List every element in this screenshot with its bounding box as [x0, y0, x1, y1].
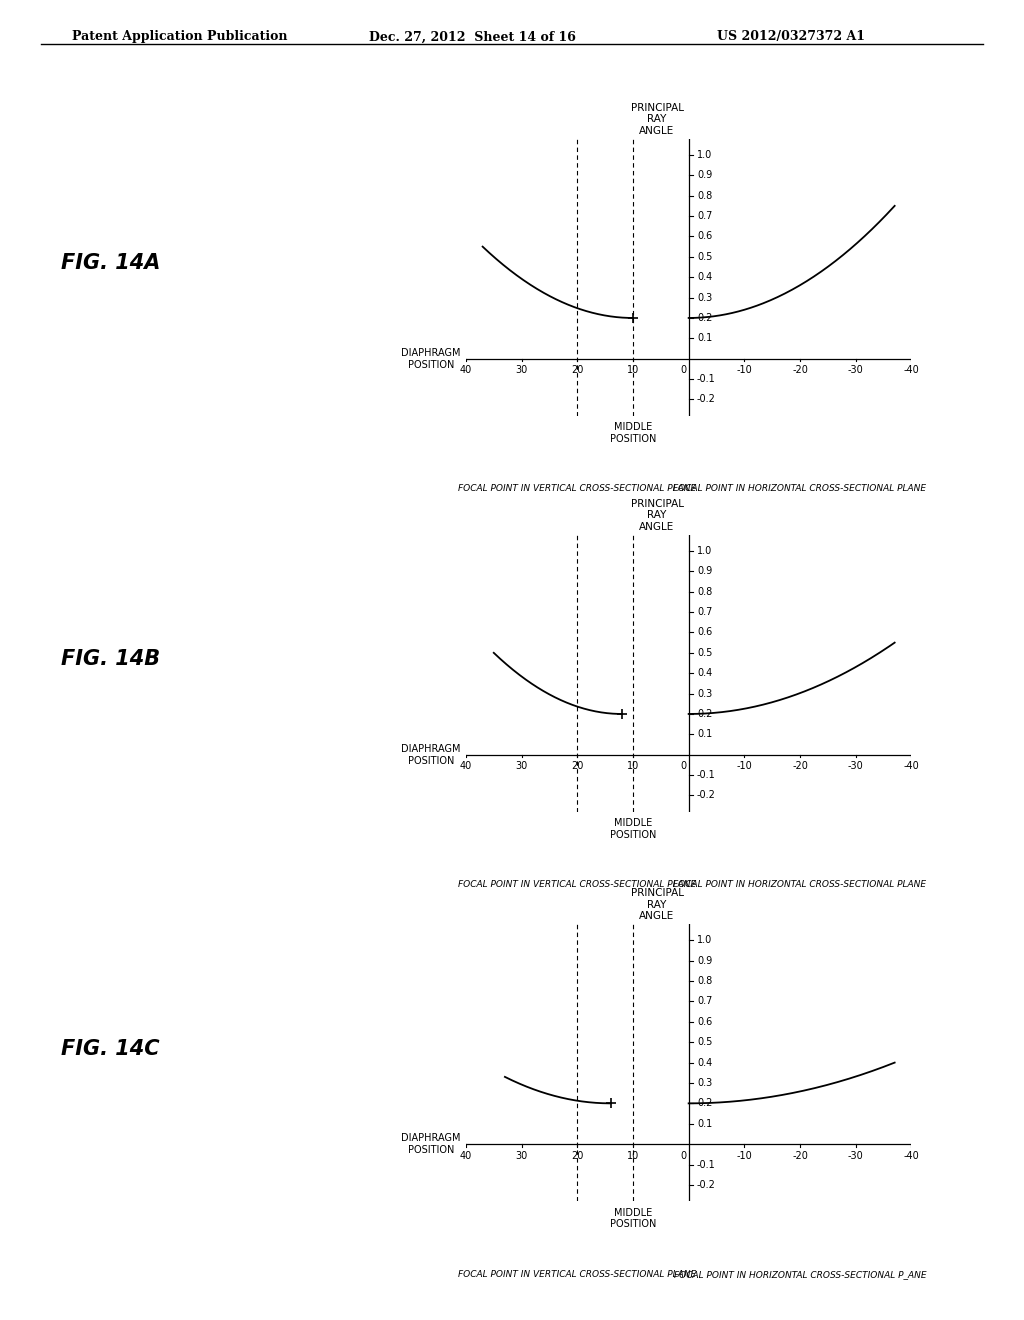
- Text: 0.8: 0.8: [697, 975, 713, 986]
- Text: -40: -40: [903, 366, 920, 375]
- Text: FOCAL POINT IN VERTICAL CROSS-SECTIONAL PLANE: FOCAL POINT IN VERTICAL CROSS-SECTIONAL …: [458, 880, 696, 890]
- Text: -30: -30: [848, 1151, 863, 1160]
- Text: 10: 10: [627, 762, 639, 771]
- Text: -0.1: -0.1: [697, 770, 716, 780]
- Text: 0.4: 0.4: [697, 1057, 713, 1068]
- Text: -20: -20: [792, 762, 808, 771]
- Text: PRINCIPAL
RAY
ANGLE: PRINCIPAL RAY ANGLE: [631, 499, 684, 532]
- Text: PRINCIPAL
RAY
ANGLE: PRINCIPAL RAY ANGLE: [631, 103, 684, 136]
- Text: -0.2: -0.2: [697, 1180, 716, 1189]
- Text: 10: 10: [627, 1151, 639, 1160]
- Text: FOCAL POINT IN HORIZONTAL CROSS-SECTIONAL PLANE: FOCAL POINT IN HORIZONTAL CROSS-SECTIONA…: [674, 880, 927, 890]
- Text: 40: 40: [460, 1151, 472, 1160]
- Text: 20: 20: [571, 1151, 584, 1160]
- Text: -10: -10: [736, 762, 753, 771]
- Text: -30: -30: [848, 762, 863, 771]
- Text: -20: -20: [792, 366, 808, 375]
- Text: 0.3: 0.3: [697, 689, 713, 698]
- Text: 0.1: 0.1: [697, 1119, 713, 1129]
- Text: 0.3: 0.3: [697, 1078, 713, 1088]
- Text: 0.9: 0.9: [697, 956, 713, 966]
- Text: 0.8: 0.8: [697, 190, 713, 201]
- Text: 0.1: 0.1: [697, 334, 713, 343]
- Text: -20: -20: [792, 1151, 808, 1160]
- Text: 0: 0: [680, 762, 686, 771]
- Text: 10: 10: [627, 366, 639, 375]
- Text: DIAPHRAGM
POSITION: DIAPHRAGM POSITION: [401, 744, 461, 766]
- Text: -30: -30: [848, 366, 863, 375]
- Text: 0: 0: [680, 1151, 686, 1160]
- Text: 0.3: 0.3: [697, 293, 713, 302]
- Text: US 2012/0327372 A1: US 2012/0327372 A1: [717, 30, 865, 44]
- Text: 1.0: 1.0: [697, 936, 713, 945]
- Text: FIG. 14B: FIG. 14B: [61, 649, 161, 669]
- Text: -10: -10: [736, 1151, 753, 1160]
- Text: 1.0: 1.0: [697, 150, 713, 160]
- Text: 0: 0: [680, 366, 686, 375]
- Text: MIDDLE
POSITION: MIDDLE POSITION: [609, 1208, 656, 1229]
- Text: 0.8: 0.8: [697, 586, 713, 597]
- Text: -40: -40: [903, 1151, 920, 1160]
- Text: 0.6: 0.6: [697, 231, 713, 242]
- Text: 0.5: 0.5: [697, 252, 713, 261]
- Text: FOCAL POINT IN VERTICAL CROSS-SECTIONAL PLANE: FOCAL POINT IN VERTICAL CROSS-SECTIONAL …: [458, 1270, 696, 1279]
- Text: -0.2: -0.2: [697, 395, 716, 404]
- Text: 0.4: 0.4: [697, 272, 713, 282]
- Text: MIDDLE
POSITION: MIDDLE POSITION: [609, 422, 656, 444]
- Text: 0.2: 0.2: [697, 313, 713, 323]
- Text: -0.2: -0.2: [697, 791, 716, 800]
- Text: Dec. 27, 2012  Sheet 14 of 16: Dec. 27, 2012 Sheet 14 of 16: [369, 30, 575, 44]
- Text: -40: -40: [903, 762, 920, 771]
- Text: FOCAL POINT IN HORIZONTAL CROSS-SECTIONAL P_ANE: FOCAL POINT IN HORIZONTAL CROSS-SECTIONA…: [674, 1270, 927, 1279]
- Text: FOCAL POINT IN VERTICAL CROSS-SECTIONAL PLANE: FOCAL POINT IN VERTICAL CROSS-SECTIONAL …: [458, 484, 696, 494]
- Text: -0.1: -0.1: [697, 1159, 716, 1170]
- Text: 0.7: 0.7: [697, 607, 713, 616]
- Text: 30: 30: [515, 762, 527, 771]
- Text: 0.2: 0.2: [697, 1098, 713, 1109]
- Text: PRINCIPAL
RAY
ANGLE: PRINCIPAL RAY ANGLE: [631, 888, 684, 921]
- Text: Patent Application Publication: Patent Application Publication: [72, 30, 287, 44]
- Text: 0.7: 0.7: [697, 997, 713, 1006]
- Text: DIAPHRAGM
POSITION: DIAPHRAGM POSITION: [401, 1134, 461, 1155]
- Text: DIAPHRAGM
POSITION: DIAPHRAGM POSITION: [401, 348, 461, 370]
- Text: 0.7: 0.7: [697, 211, 713, 220]
- Text: 1.0: 1.0: [697, 546, 713, 556]
- Text: FIG. 14A: FIG. 14A: [61, 253, 161, 273]
- Text: 0.5: 0.5: [697, 1038, 713, 1047]
- Text: 40: 40: [460, 366, 472, 375]
- Text: 0.1: 0.1: [697, 730, 713, 739]
- Text: 20: 20: [571, 762, 584, 771]
- Text: -10: -10: [736, 366, 753, 375]
- Text: 0.6: 0.6: [697, 1016, 713, 1027]
- Text: 0.9: 0.9: [697, 566, 713, 577]
- Text: -0.1: -0.1: [697, 374, 716, 384]
- Text: 0.2: 0.2: [697, 709, 713, 719]
- Text: FOCAL POINT IN HORIZONTAL CROSS-SECTIONAL PLANE: FOCAL POINT IN HORIZONTAL CROSS-SECTIONA…: [674, 484, 927, 494]
- Text: MIDDLE
POSITION: MIDDLE POSITION: [609, 818, 656, 840]
- Text: 30: 30: [515, 1151, 527, 1160]
- Text: 0.4: 0.4: [697, 668, 713, 678]
- Text: FIG. 14C: FIG. 14C: [61, 1039, 160, 1059]
- Text: 0.5: 0.5: [697, 648, 713, 657]
- Text: 30: 30: [515, 366, 527, 375]
- Text: 0.6: 0.6: [697, 627, 713, 638]
- Text: 40: 40: [460, 762, 472, 771]
- Text: 0.9: 0.9: [697, 170, 713, 181]
- Text: 20: 20: [571, 366, 584, 375]
